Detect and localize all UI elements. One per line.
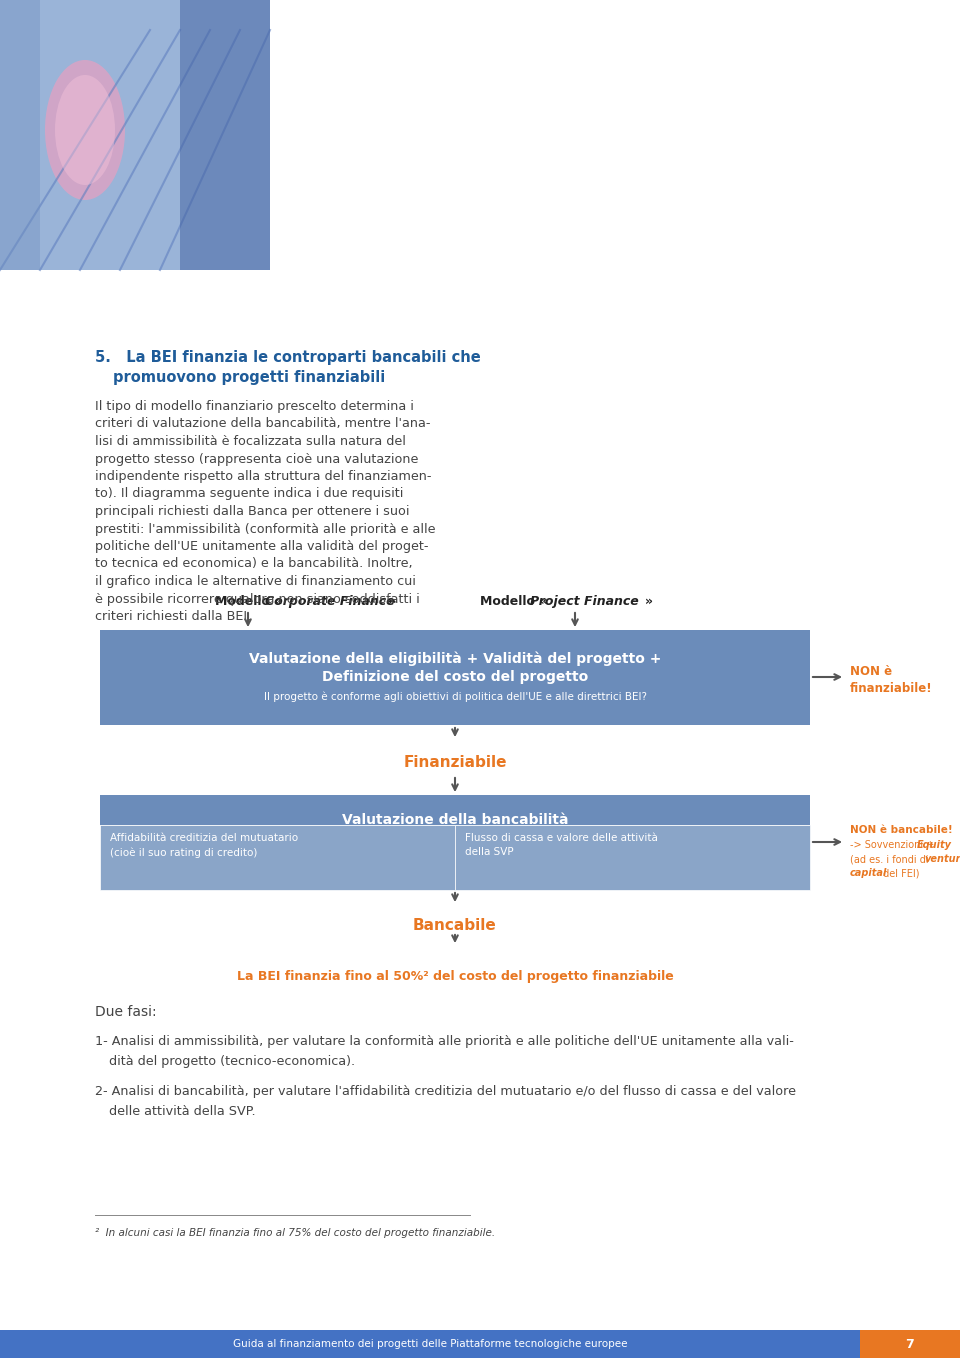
Bar xyxy=(100,630,810,725)
Bar xyxy=(180,0,270,270)
Bar xyxy=(860,1329,960,1358)
Bar xyxy=(100,794,810,826)
Text: -> Sovvenzioni +: -> Sovvenzioni + xyxy=(850,841,937,850)
Text: Corporate Finance: Corporate Finance xyxy=(265,595,395,608)
Text: 2- Analisi di bancabilità, per valutare l'affidabilità creditizia del mutuatario: 2- Analisi di bancabilità, per valutare … xyxy=(95,1085,796,1099)
Text: del FEI): del FEI) xyxy=(880,868,920,879)
Text: Modello «: Modello « xyxy=(215,595,282,608)
Text: Due fasi:: Due fasi: xyxy=(95,1005,156,1018)
Text: dità del progetto (tecnico-economica).: dità del progetto (tecnico-economica). xyxy=(109,1055,355,1067)
Text: 5.   La BEI finanzia le controparti bancabili che: 5. La BEI finanzia le controparti bancab… xyxy=(95,350,481,365)
Ellipse shape xyxy=(55,75,115,185)
Text: Bancabile: Bancabile xyxy=(413,918,497,933)
Text: Guida al finanziamento dei progetti delle Piattaforme tecnologiche europee: Guida al finanziamento dei progetti dell… xyxy=(232,1339,627,1348)
Text: Project Finance: Project Finance xyxy=(530,595,638,608)
Text: 7: 7 xyxy=(905,1338,914,1350)
Text: (cioè il suo rating di credito): (cioè il suo rating di credito) xyxy=(110,847,257,857)
Text: Affidabilità creditizia del mutuatario: Affidabilità creditizia del mutuatario xyxy=(110,832,299,843)
FancyBboxPatch shape xyxy=(0,0,270,270)
Text: delle attività della SVP.: delle attività della SVP. xyxy=(109,1105,255,1118)
Text: ²  In alcuni casi la BEI finanzia fino al 75% del costo del progetto finanziabil: ² In alcuni casi la BEI finanzia fino al… xyxy=(95,1228,495,1238)
Bar xyxy=(0,0,40,270)
Text: La BEI finanzia fino al 50%² del costo del progetto finanziabile: La BEI finanzia fino al 50%² del costo d… xyxy=(236,970,673,983)
Text: promuovono progetti finanziabili: promuovono progetti finanziabili xyxy=(113,369,385,386)
Text: Il tipo di modello finanziario prescelto determina i
criteri di valutazione dell: Il tipo di modello finanziario prescelto… xyxy=(95,401,436,623)
Text: Valutazione della eligibilità + Validità del progetto +: Valutazione della eligibilità + Validità… xyxy=(249,652,661,667)
Text: Finanziabile: Finanziabile xyxy=(403,755,507,770)
Text: Flusso di cassa e valore delle attività: Flusso di cassa e valore delle attività xyxy=(465,832,658,843)
Text: Definizione del costo del progetto: Definizione del costo del progetto xyxy=(322,669,588,684)
Bar xyxy=(455,826,810,889)
Bar xyxy=(0,1329,860,1358)
Text: venture: venture xyxy=(924,854,960,864)
Text: »: » xyxy=(388,595,396,608)
Text: finanziabile!: finanziabile! xyxy=(850,682,932,695)
Text: »: » xyxy=(645,595,653,608)
Text: NON è: NON è xyxy=(850,665,892,678)
Text: (ad es. i fondi di: (ad es. i fondi di xyxy=(850,854,932,864)
Ellipse shape xyxy=(45,60,125,200)
Text: 1- Analisi di ammissibilità, per valutare la conformità alle priorità e alle pol: 1- Analisi di ammissibilità, per valutar… xyxy=(95,1035,794,1048)
Text: Il progetto è conforme agli obiettivi di politica dell'UE e alle direttrici BEI?: Il progetto è conforme agli obiettivi di… xyxy=(263,693,646,702)
Text: capital: capital xyxy=(850,868,887,879)
Text: Valutazione della bancabilità: Valutazione della bancabilità xyxy=(342,813,568,827)
Text: Modello «: Modello « xyxy=(480,595,547,608)
Text: Equity: Equity xyxy=(917,841,952,850)
Bar xyxy=(100,826,455,889)
Text: della SVP: della SVP xyxy=(465,847,514,857)
Text: NON è bancabile!: NON è bancabile! xyxy=(850,826,952,835)
Bar xyxy=(0,0,270,270)
